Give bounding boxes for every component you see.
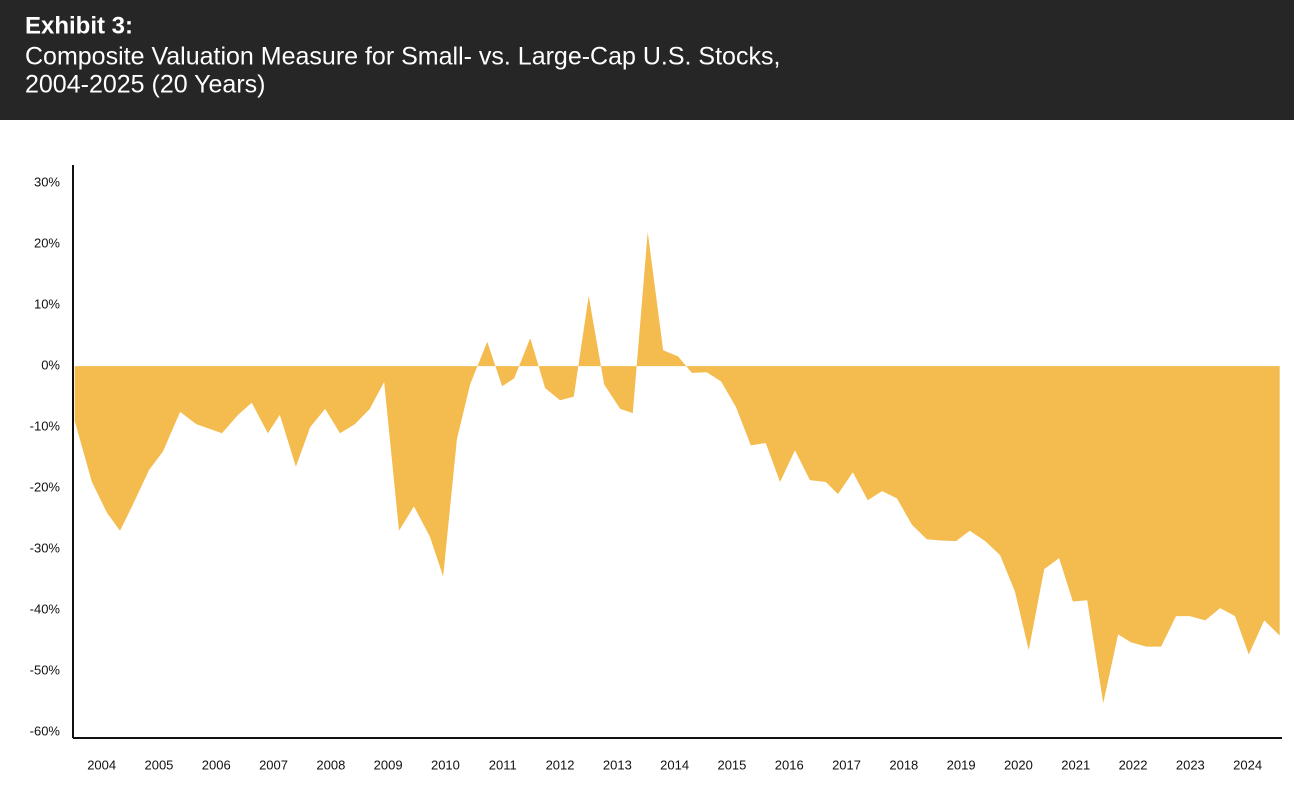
x-tick-label: 2020 (1004, 757, 1033, 772)
y-tick-label: 0% (41, 358, 60, 373)
x-tick-label: 2014 (660, 757, 689, 772)
x-tick-label: 2004 (87, 757, 116, 772)
y-tick-label: -30% (30, 540, 61, 555)
y-tick-label: -50% (30, 662, 61, 677)
x-tick-label: 2005 (144, 757, 173, 772)
y-tick-label: -20% (30, 480, 61, 495)
area (74, 232, 1280, 704)
x-tick-label: 2015 (717, 757, 746, 772)
x-tick-label: 2018 (889, 757, 918, 772)
y-tick-label: -60% (30, 723, 61, 738)
x-tick-label: 2019 (947, 757, 976, 772)
y-tick-label: -40% (30, 601, 61, 616)
x-tick-label: 2017 (832, 757, 861, 772)
x-tick-label: 2010 (431, 757, 460, 772)
x-tick-label: 2008 (316, 757, 345, 772)
chart-title: Exhibit 3: (25, 12, 133, 39)
x-tick-label: 2021 (1061, 757, 1090, 772)
x-tick-label: 2013 (603, 757, 632, 772)
x-tick-label: 2009 (374, 757, 403, 772)
chart-subtitle: 2004-2025 (20 Years) (25, 71, 265, 99)
x-tick-label: 2007 (259, 757, 288, 772)
x-tick-label: 2006 (202, 757, 231, 772)
y-tick-label: 10% (34, 297, 60, 312)
y-tick-label: -10% (30, 419, 61, 434)
x-tick-label: 2022 (1119, 757, 1148, 772)
y-tick-label: 30% (34, 175, 60, 190)
y-tick-label: 20% (34, 236, 60, 251)
x-tick-label: 2011 (489, 757, 517, 772)
x-tick-label: 2023 (1176, 757, 1205, 772)
header-band (0, 0, 1294, 120)
x-tick-label: 2012 (546, 757, 575, 772)
chart-subtitle: Composite Valuation Measure for Small- v… (25, 43, 780, 71)
x-tick-label: 2024 (1233, 757, 1262, 772)
x-tick-label: 2016 (775, 757, 804, 772)
